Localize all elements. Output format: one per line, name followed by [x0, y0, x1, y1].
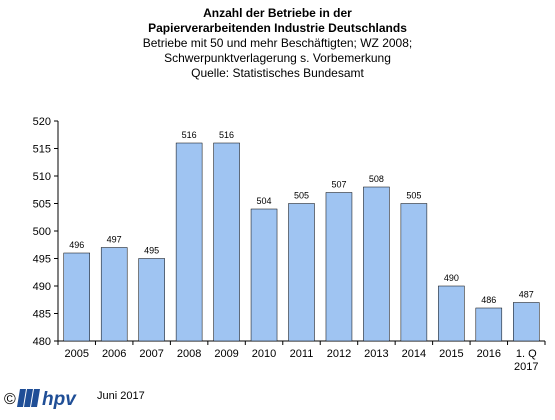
bar-value-label: 495 — [144, 246, 159, 256]
x-tick-label: 2016 — [477, 348, 501, 360]
y-tick-label: 510 — [33, 171, 51, 183]
bar — [213, 142, 240, 342]
bar — [63, 252, 90, 342]
x-tick-label: 2007 — [139, 348, 163, 360]
bar-value-label: 496 — [69, 240, 84, 250]
bar-value-label: 516 — [219, 130, 234, 140]
copyright-symbol: © — [4, 391, 16, 408]
x-tick-label: 2008 — [177, 348, 201, 360]
x-tick-label: 2017 — [514, 361, 538, 373]
footer-date: Juni 2017 — [97, 390, 145, 402]
logo-stripe-icon — [24, 389, 33, 407]
y-tick-label: 515 — [33, 144, 51, 156]
hpv-logo: © hpv — [4, 389, 77, 410]
y-tick-label: 500 — [33, 226, 51, 238]
bar — [175, 142, 203, 342]
bar-value-label: 487 — [519, 290, 534, 300]
bar — [100, 247, 128, 342]
x-tick-label: 2010 — [252, 348, 276, 360]
y-tick-label: 520 — [33, 116, 51, 128]
bar-value-label: 497 — [107, 235, 122, 245]
bar-value-label: 504 — [257, 196, 272, 206]
x-tick-label: 2012 — [327, 348, 351, 360]
bar — [438, 285, 465, 342]
chart-header: Anzahl der Betriebe in der Papierverarbe… — [0, 6, 555, 81]
bar-value-label: 505 — [406, 191, 421, 201]
x-tick-label: 2015 — [439, 348, 463, 360]
x-tick-label: 2009 — [214, 348, 238, 360]
logo-stripe-icon — [31, 389, 40, 407]
bar — [475, 307, 503, 342]
x-tick-label: 2005 — [64, 348, 88, 360]
hpv-logo-text: hpv — [42, 389, 77, 410]
bar — [513, 302, 540, 342]
x-tick-label: 2013 — [364, 348, 388, 360]
chart-subtitle-line-1: Betriebe mit 50 und mehr Beschäftigten; … — [142, 36, 413, 50]
y-tick-label: 480 — [33, 336, 51, 348]
chart-source: Quelle: Statistisches Bundesamt — [191, 66, 364, 80]
bar — [250, 208, 278, 342]
bar — [325, 192, 353, 342]
y-tick-label: 490 — [33, 281, 51, 293]
x-tick-label: 2014 — [402, 348, 426, 360]
x-tick-label: 1. Q — [516, 348, 537, 360]
bar — [400, 203, 428, 342]
chart-title-line-2: Papierverarbeitenden Industrie Deutschla… — [148, 21, 407, 35]
bar-value-label: 508 — [369, 174, 384, 184]
x-tick-label: 2011 — [290, 348, 314, 360]
bar-value-label: 507 — [331, 180, 346, 190]
y-tick-label: 505 — [33, 199, 51, 211]
bar-value-label: 490 — [444, 273, 459, 283]
bar-chart: 480 485 490 495 500 505 510 515 520 496 2005 497 200… — [33, 116, 546, 373]
y-tick-label: 495 — [33, 254, 51, 266]
logo-stripe-icon — [17, 389, 26, 407]
bar-value-label: 516 — [182, 130, 197, 140]
bar-value-label: 486 — [481, 295, 496, 305]
chart-title-line-1: Anzahl der Betriebe in der — [203, 6, 352, 20]
bar — [288, 203, 315, 342]
bar — [138, 258, 165, 342]
chart-subtitle-line-2: Schwerpunktverlagerung s. Vorbemerkung — [164, 51, 391, 65]
y-tick-label: 485 — [33, 309, 51, 321]
x-tick-label: 2006 — [102, 348, 126, 360]
bar — [363, 186, 390, 342]
bar-value-label: 505 — [294, 191, 309, 201]
